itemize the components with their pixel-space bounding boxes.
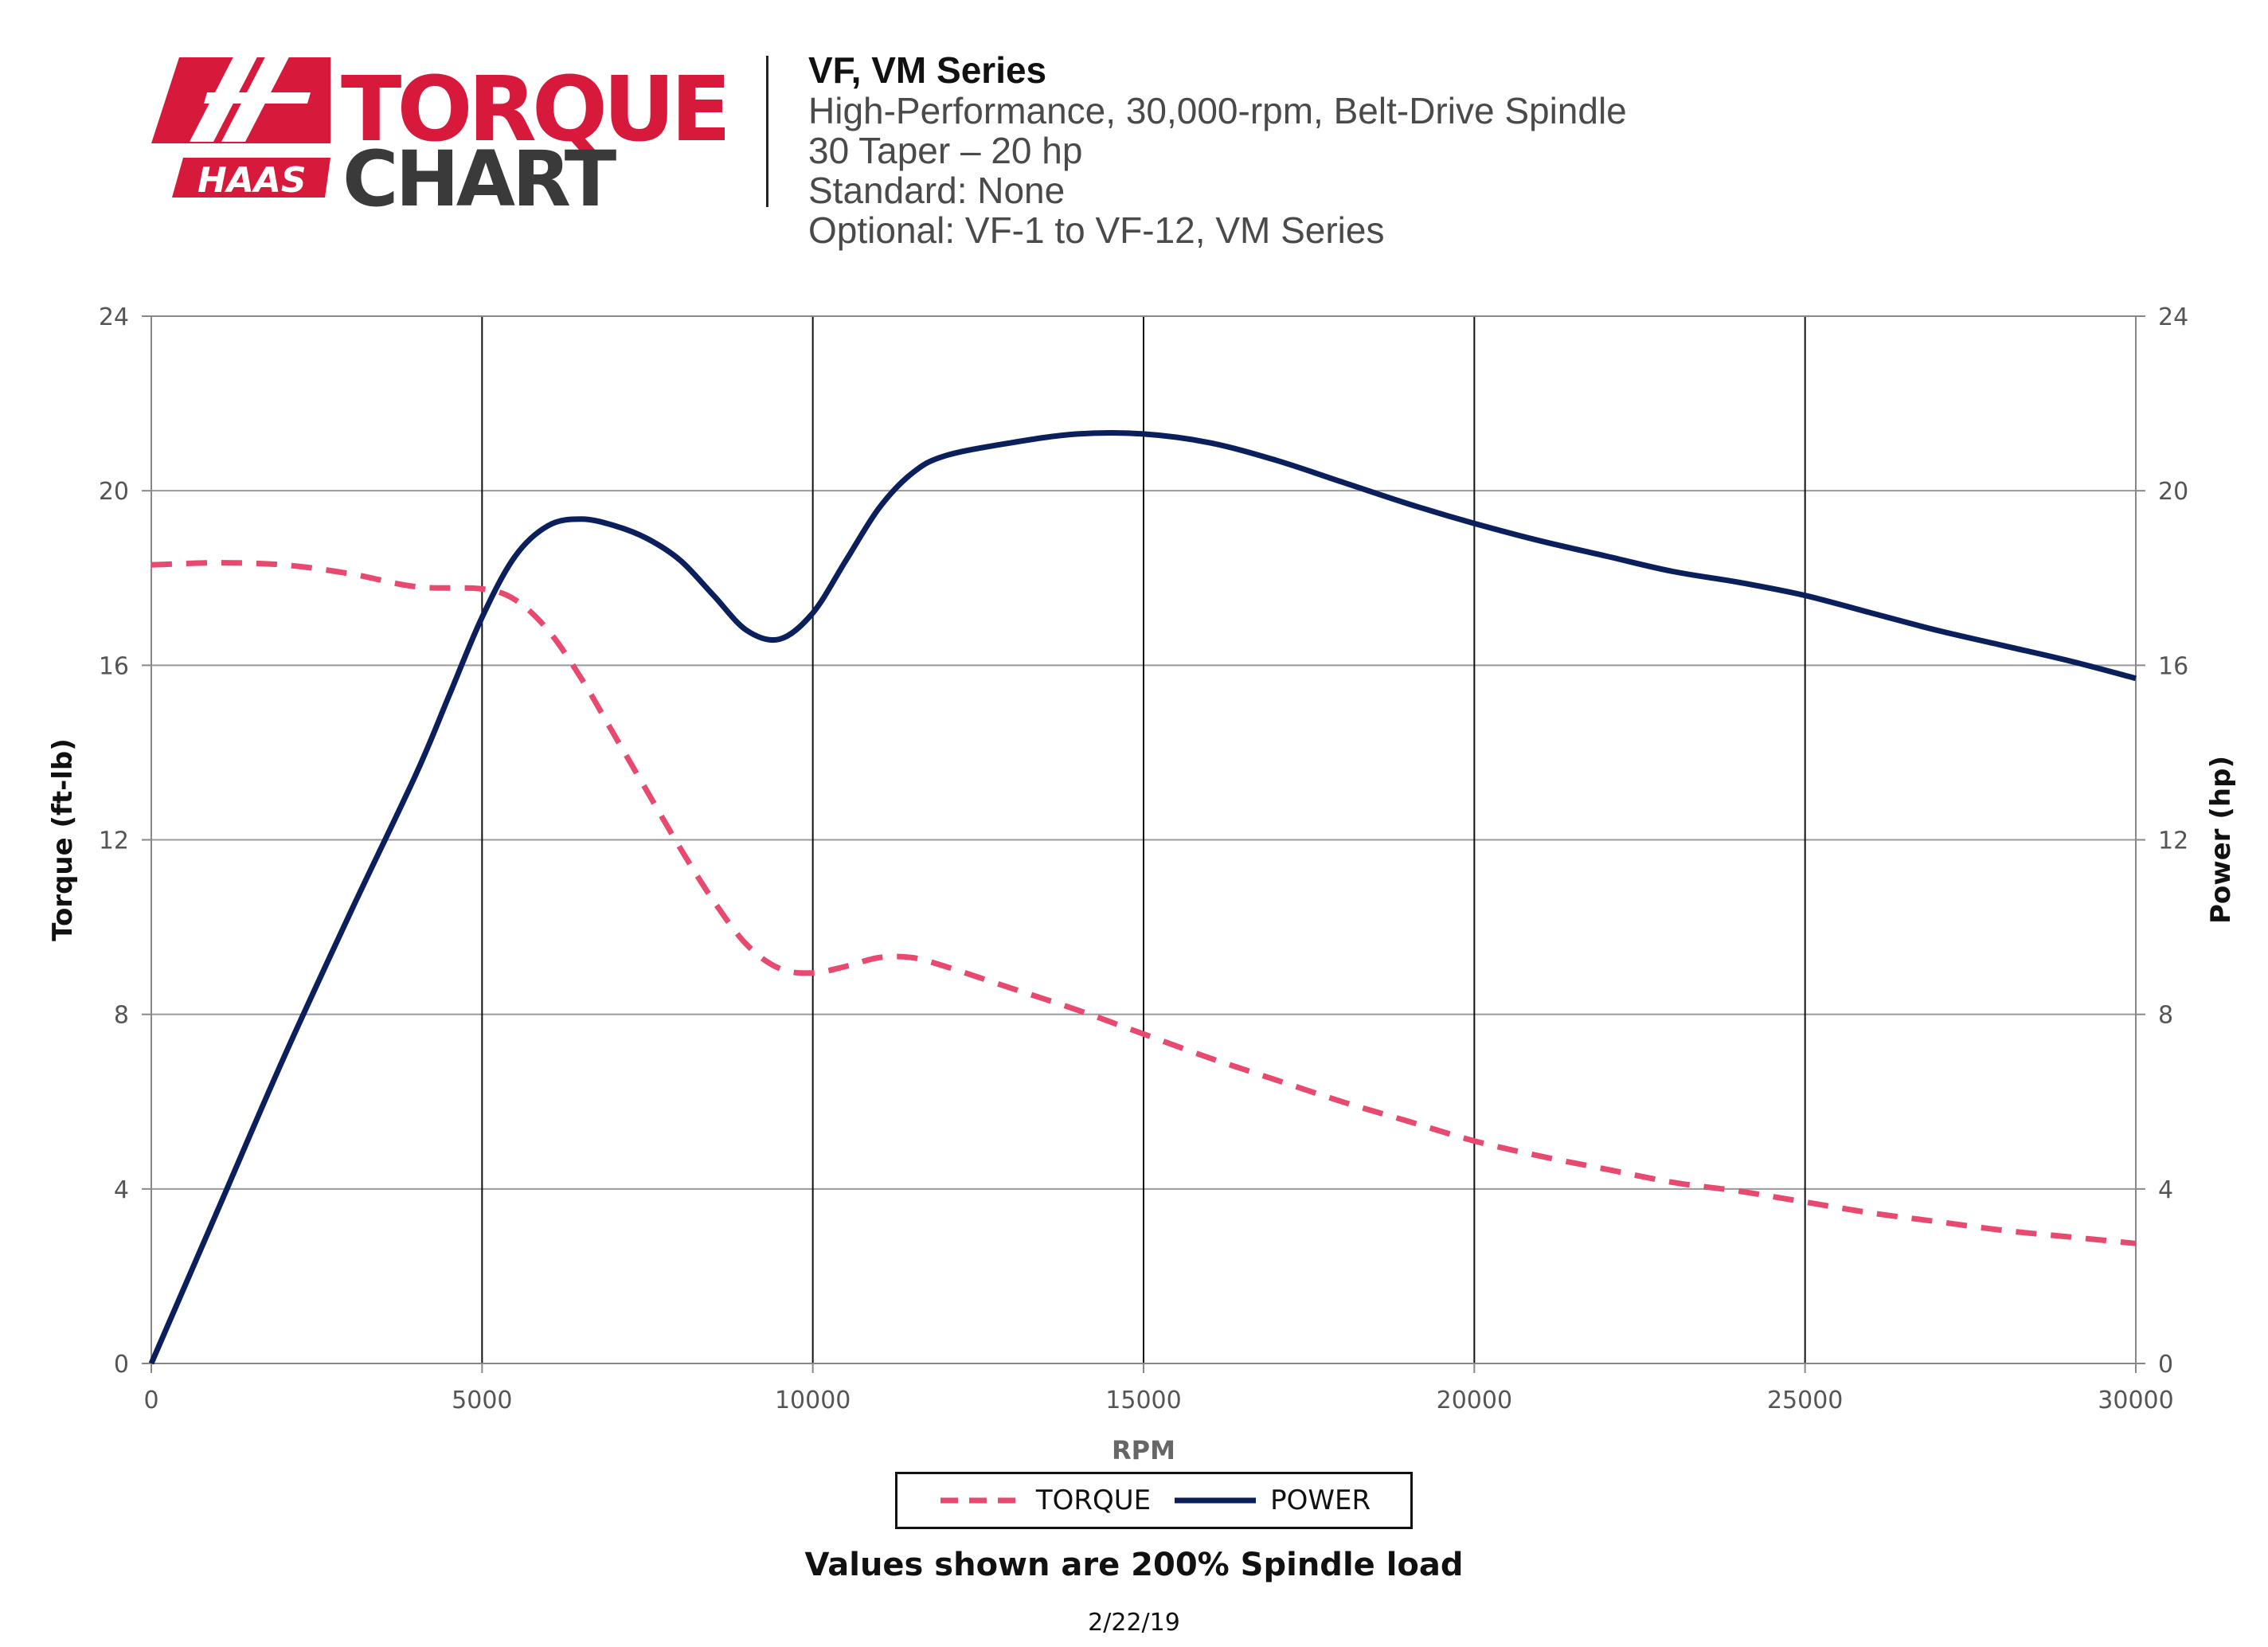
y-tick-label-right: 12 — [2158, 827, 2188, 855]
legend-swatch-torque — [937, 1495, 1025, 1506]
y-tick-label-left: 0 — [114, 1351, 129, 1379]
y-tick-label-right: 24 — [2158, 303, 2188, 331]
chart-legend: TORQUE POWER — [895, 1472, 1413, 1529]
chart-header: VF, VM Series High-Performance, 30,000-r… — [808, 49, 1764, 250]
y-tick-label-right: 0 — [2158, 1351, 2173, 1379]
header-title: VF, VM Series — [808, 49, 1047, 91]
chart-date: 2/22/19 — [1088, 1609, 1180, 1637]
spindle-load-note: Values shown are 200% Spindle load — [804, 1547, 1464, 1583]
logo-graphic: HAAS TORQUE CHART — [151, 46, 732, 224]
x-tick-label: 20000 — [1437, 1387, 1512, 1414]
legend-item-power: POWER — [1171, 1485, 1371, 1516]
y-tick-label-right: 8 — [2158, 1002, 2173, 1030]
logo-word-top: TORQUE — [341, 58, 725, 162]
haas-torque-chart-logo: HAAS TORQUE CHART — [151, 46, 732, 224]
series-line-power — [148, 430, 2137, 1365]
header-line-taper: 30 Taper – 20 hp — [808, 130, 1083, 171]
y-tick-label-left: 16 — [99, 652, 129, 680]
header-divider — [766, 56, 768, 207]
legend-label-power: POWER — [1270, 1485, 1371, 1516]
x-axis-title: RPM — [1112, 1435, 1175, 1465]
axes-layer — [142, 315, 2145, 1373]
x-tick-label: 15000 — [1105, 1387, 1181, 1414]
y-tick-label-right: 16 — [2158, 652, 2188, 680]
series-line-torque — [151, 560, 2137, 1246]
series-layer — [148, 430, 2137, 1365]
header-line-spindle: High-Performance, 30,000-rpm, Belt-Drive… — [808, 90, 1627, 131]
grid-layer — [151, 315, 2136, 1363]
legend-item-torque: TORQUE — [937, 1485, 1151, 1516]
logo-word-bottom: CHART — [342, 135, 616, 213]
y-axis-title-left: Torque (ft-lb) — [47, 738, 79, 941]
x-tick-label: 5000 — [452, 1387, 512, 1414]
x-tick-label: 10000 — [775, 1387, 850, 1414]
y-tick-label-left: 24 — [99, 303, 129, 331]
y-tick-label-right: 4 — [2158, 1176, 2173, 1204]
y-tick-label-left: 4 — [114, 1176, 129, 1204]
y-tick-label-left: 12 — [99, 827, 129, 855]
x-tick-label: 25000 — [1767, 1387, 1843, 1414]
y-tick-label-left: 8 — [114, 1002, 129, 1030]
x-tick-label: 0 — [143, 1387, 158, 1414]
legend-label-torque: TORQUE — [1035, 1485, 1152, 1516]
y-axis-title-right: Power (hp) — [2205, 756, 2237, 924]
y-tick-label-right: 20 — [2158, 478, 2188, 506]
header-line-standard: Standard: None — [808, 170, 1066, 211]
x-tick-label: 30000 — [2098, 1387, 2173, 1414]
legend-swatch-power — [1171, 1495, 1259, 1506]
header-line-optional: Optional: VF-1 to VF-12, VM Series — [808, 209, 1385, 251]
logo-brand: HAAS — [197, 160, 307, 201]
y-tick-label-left: 20 — [99, 478, 129, 506]
